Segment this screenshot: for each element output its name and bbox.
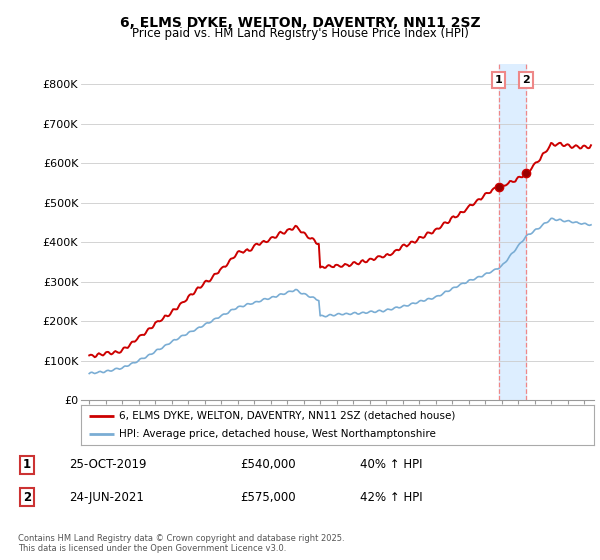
Text: 1: 1: [23, 458, 31, 472]
Text: £575,000: £575,000: [240, 491, 296, 504]
Text: 25-OCT-2019: 25-OCT-2019: [69, 458, 146, 472]
Bar: [499, 64, 526, 400]
Text: 6, ELMS DYKE, WELTON, DAVENTRY, NN11 2SZ: 6, ELMS DYKE, WELTON, DAVENTRY, NN11 2SZ: [119, 16, 481, 30]
Text: 1: 1: [495, 75, 503, 85]
Text: Contains HM Land Registry data © Crown copyright and database right 2025.
This d: Contains HM Land Registry data © Crown c…: [18, 534, 344, 553]
Text: 40% ↑ HPI: 40% ↑ HPI: [360, 458, 422, 472]
Text: £540,000: £540,000: [240, 458, 296, 472]
Text: HPI: Average price, detached house, West Northamptonshire: HPI: Average price, detached house, West…: [119, 430, 436, 439]
Text: 6, ELMS DYKE, WELTON, DAVENTRY, NN11 2SZ (detached house): 6, ELMS DYKE, WELTON, DAVENTRY, NN11 2SZ…: [119, 411, 456, 421]
Text: 24-JUN-2021: 24-JUN-2021: [69, 491, 144, 504]
Text: 42% ↑ HPI: 42% ↑ HPI: [360, 491, 422, 504]
Text: Price paid vs. HM Land Registry's House Price Index (HPI): Price paid vs. HM Land Registry's House …: [131, 27, 469, 40]
Text: 2: 2: [522, 75, 530, 85]
Text: 2: 2: [23, 491, 31, 504]
